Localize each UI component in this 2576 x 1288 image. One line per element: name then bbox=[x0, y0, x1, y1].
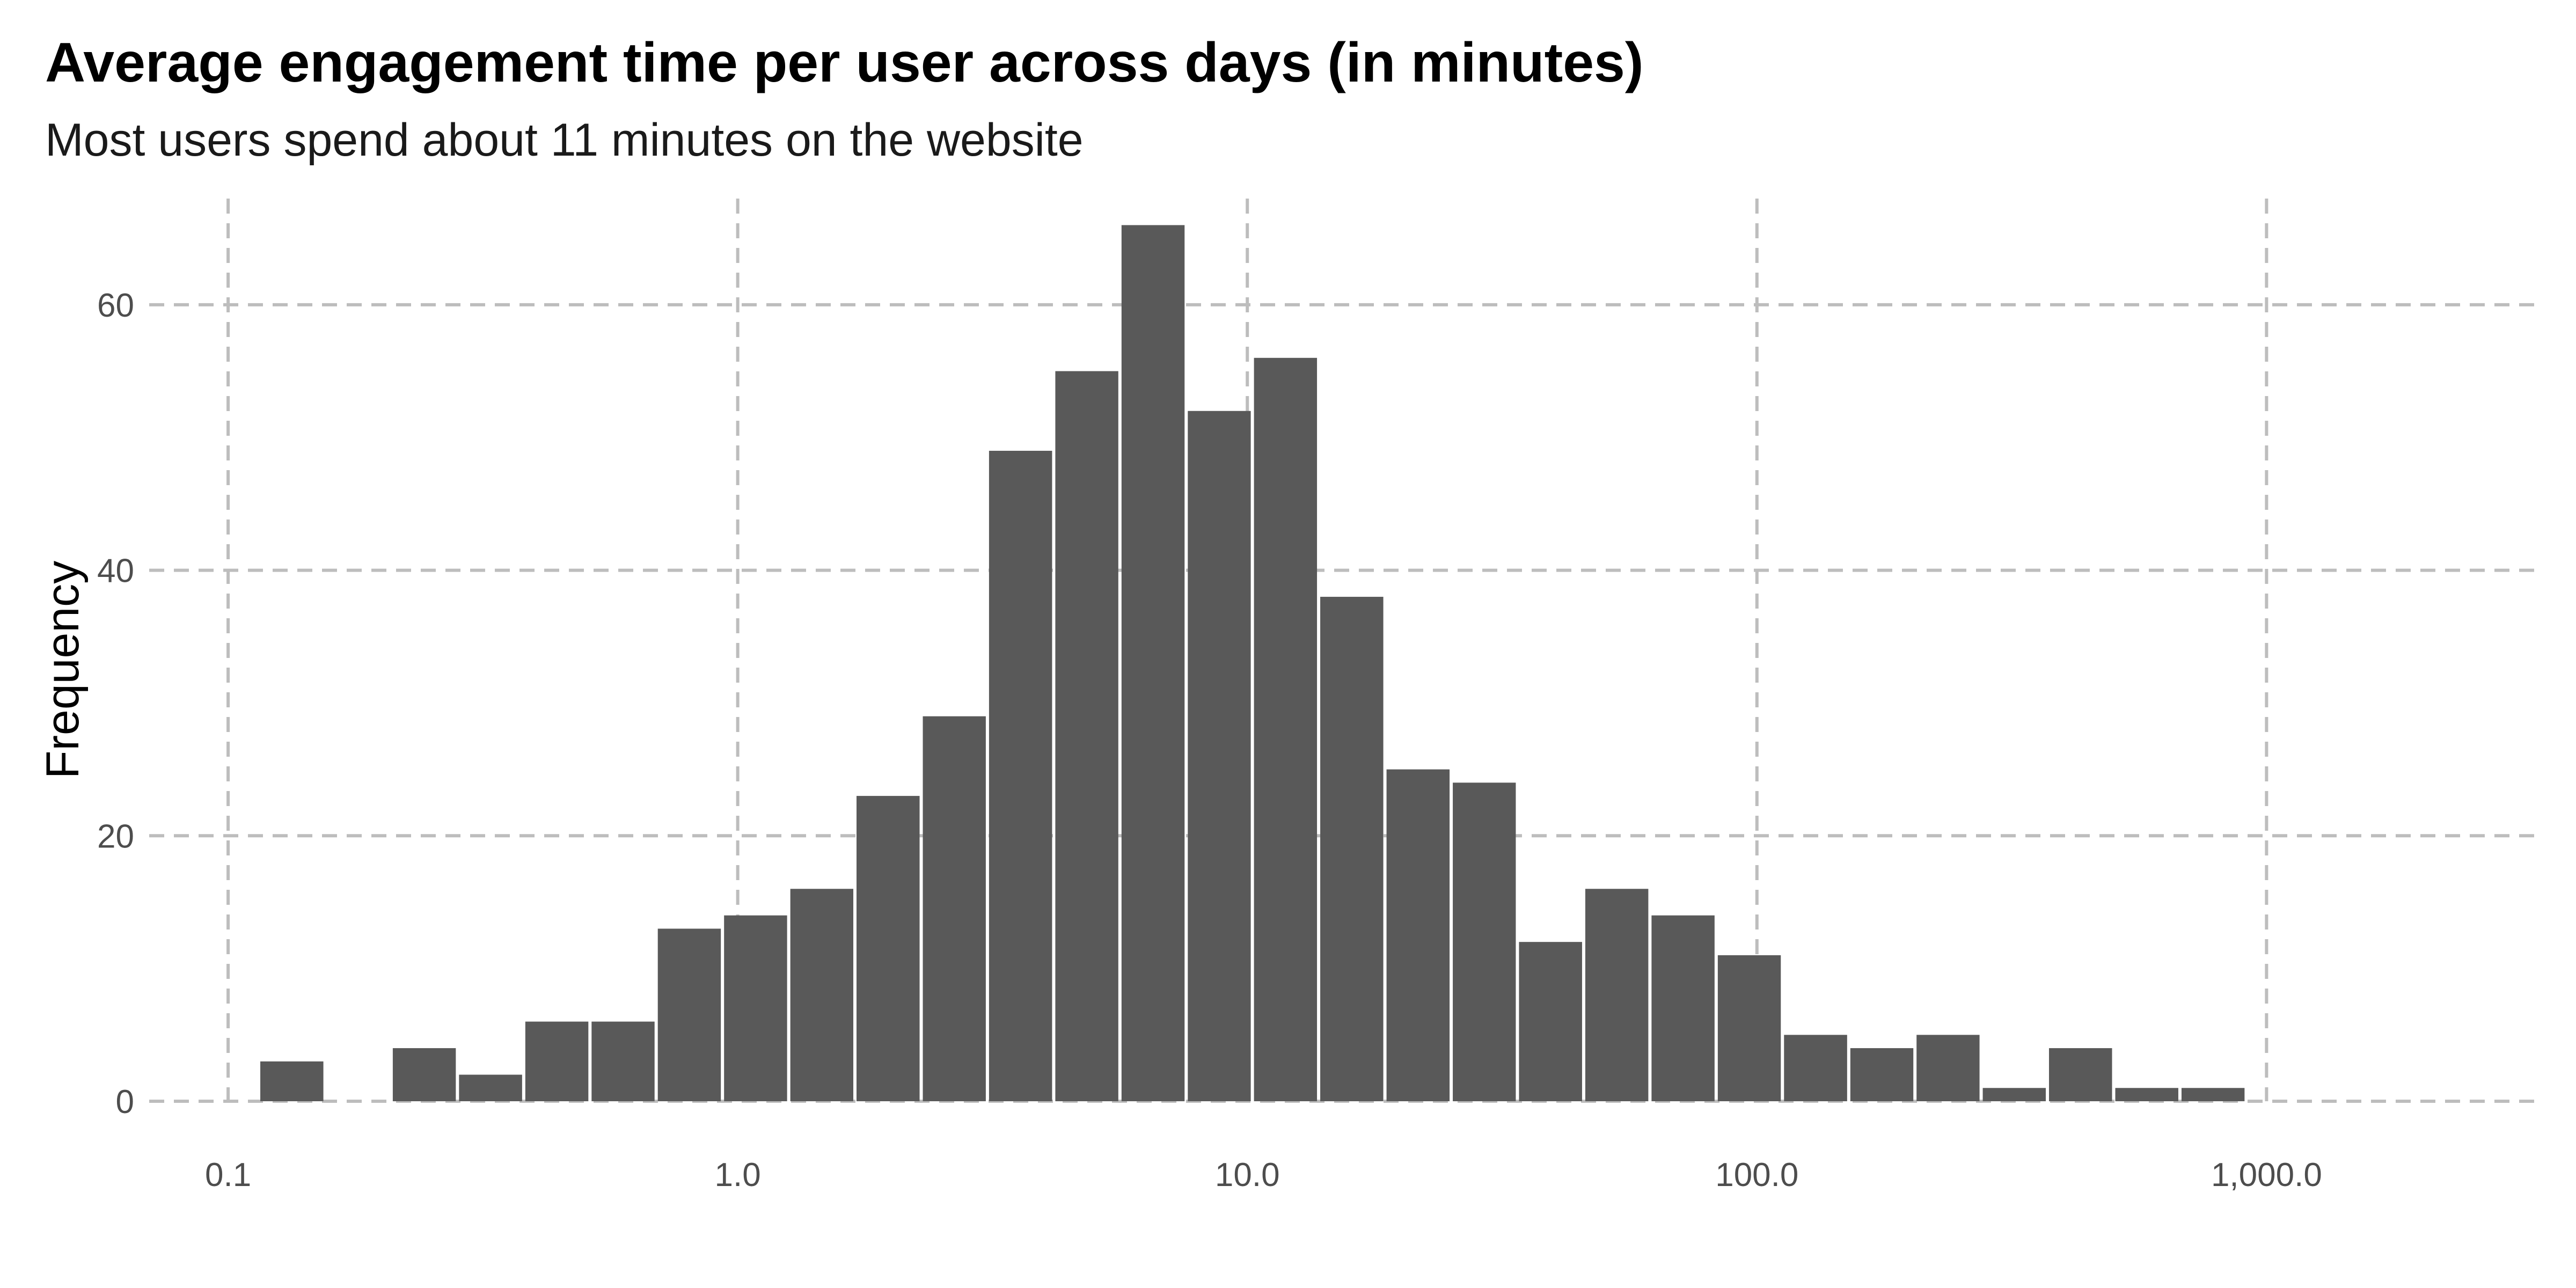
y-tick-label: 20 bbox=[97, 818, 134, 855]
x-tick-label: 100.0 bbox=[1715, 1157, 1798, 1194]
histogram-bar bbox=[1717, 955, 1781, 1101]
histogram-bar bbox=[1254, 357, 1318, 1102]
y-tick-label: 40 bbox=[97, 553, 134, 590]
histogram-bar bbox=[1585, 889, 1649, 1101]
histogram-bar bbox=[392, 1048, 456, 1101]
histogram-bar bbox=[790, 889, 854, 1101]
histogram-bar bbox=[1519, 942, 1582, 1101]
bars bbox=[260, 225, 2245, 1102]
histogram-bar bbox=[1850, 1048, 1914, 1101]
histogram-bar bbox=[591, 1021, 655, 1101]
y-axis-title: Frequency bbox=[37, 561, 89, 779]
x-tick-label: 1.0 bbox=[715, 1157, 761, 1194]
x-tick-label: 1,000.0 bbox=[2211, 1157, 2322, 1194]
histogram-bar bbox=[2115, 1088, 2178, 1101]
histogram-bar bbox=[2181, 1088, 2245, 1101]
axis-ticks: 0 20 40 60 0.1 1.0 10.0 100.0 1,000.0 bbox=[97, 287, 2322, 1194]
histogram-bar bbox=[1055, 371, 1118, 1101]
histogram-bar bbox=[989, 450, 1052, 1101]
histogram-bar bbox=[1651, 915, 1715, 1101]
histogram-bar bbox=[1982, 1088, 2046, 1101]
histogram-bar bbox=[1188, 411, 1251, 1102]
histogram-bar bbox=[857, 796, 920, 1101]
chart-subtitle: Most users spend about 11 minutes on the… bbox=[45, 114, 1084, 166]
histogram-bar bbox=[923, 716, 986, 1101]
y-tick-label: 0 bbox=[116, 1084, 134, 1121]
histogram-bar bbox=[1386, 769, 1450, 1101]
chart-title: Average engagement time per user across … bbox=[45, 32, 1644, 94]
histogram-bar bbox=[2049, 1048, 2112, 1101]
x-tick-label: 0.1 bbox=[205, 1157, 251, 1194]
x-tick-label: 10.0 bbox=[1215, 1157, 1280, 1194]
histogram-bar bbox=[657, 928, 721, 1101]
histogram-bar bbox=[260, 1061, 324, 1101]
histogram-bar bbox=[1916, 1035, 1980, 1101]
histogram-bar bbox=[1784, 1035, 1847, 1101]
histogram-bar bbox=[1121, 225, 1185, 1101]
histogram-bar bbox=[724, 915, 787, 1101]
histogram-bar bbox=[459, 1074, 522, 1101]
histogram-bar bbox=[525, 1021, 589, 1101]
histogram-bar bbox=[1453, 782, 1516, 1101]
y-tick-label: 60 bbox=[97, 287, 134, 324]
histogram-bar bbox=[1320, 597, 1384, 1101]
